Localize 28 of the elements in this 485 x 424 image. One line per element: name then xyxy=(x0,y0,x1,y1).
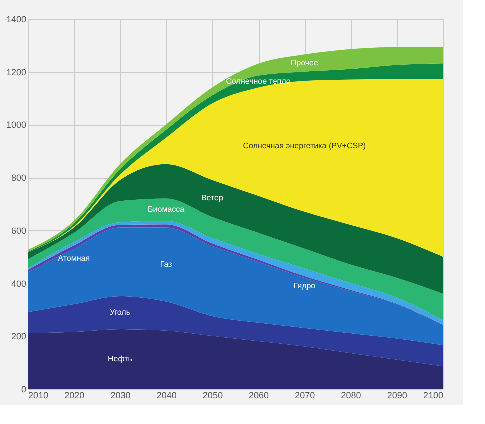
series-label: Ветер xyxy=(201,194,224,203)
x-tick-label: 2040 xyxy=(156,390,177,400)
series-label: Гидро xyxy=(294,281,316,290)
series-label: Солнечная энергетика (PV+CSP) xyxy=(243,142,366,151)
y-tick-label: 400 xyxy=(11,278,26,289)
y-tick-label: 0 xyxy=(21,384,26,394)
x-tick-label: 2100 xyxy=(423,390,444,400)
y-tick-label: 200 xyxy=(11,332,26,342)
x-tick-label: 2070 xyxy=(295,390,316,400)
series-label: Нефть xyxy=(108,354,132,364)
series-label: Солнечное тепло xyxy=(226,76,292,86)
series-label: Биомасса xyxy=(148,204,186,214)
series-label: Прочее xyxy=(290,58,319,68)
y-tick-label: 1000 xyxy=(6,120,26,130)
x-tick-label: 2080 xyxy=(341,390,362,400)
series-label: Атомная xyxy=(58,254,90,263)
series-label: Уголь xyxy=(110,308,131,318)
x-tick-label: 2010 xyxy=(28,390,49,400)
y-tick-label: 800 xyxy=(11,173,26,184)
y-tick-label: 1400 xyxy=(6,14,26,24)
y-tick-label: 1200 xyxy=(6,67,26,78)
x-tick-label: 2030 xyxy=(110,390,131,400)
series-label: Газ xyxy=(160,260,173,269)
x-tick-label: 2060 xyxy=(249,390,270,400)
x-tick-label: 2050 xyxy=(202,390,223,400)
x-tick-label: 2090 xyxy=(387,390,408,400)
x-tick-label: 2020 xyxy=(64,390,85,400)
y-tick-label: 600 xyxy=(11,226,26,236)
